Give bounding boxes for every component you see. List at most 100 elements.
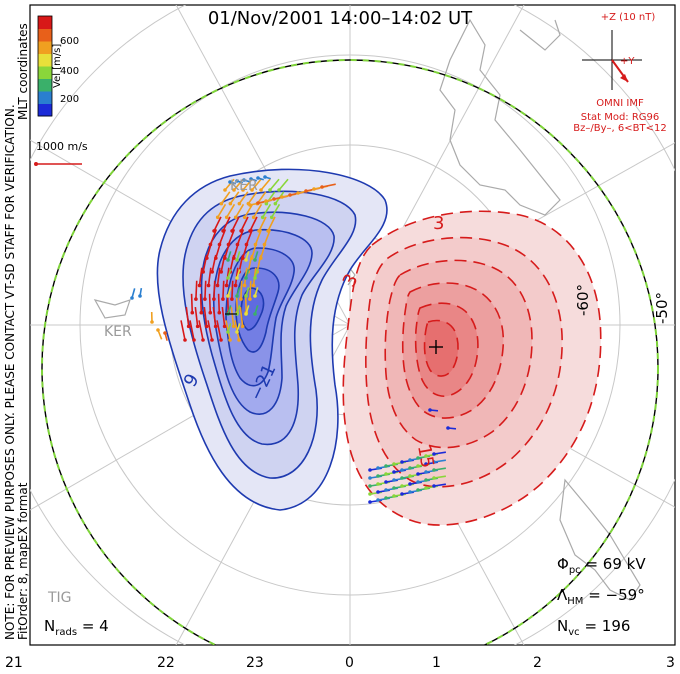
- velocity-vector-origin: [248, 297, 252, 301]
- mlt-label-22: 22: [157, 655, 175, 671]
- velocity-vector-origin: [201, 338, 205, 342]
- mlt-label-1: 1: [432, 655, 441, 671]
- velocity-vector-origin: [248, 203, 252, 207]
- velocity-vector: [251, 178, 262, 191]
- velocity-vector: [190, 293, 194, 313]
- velocity-vector-origin: [217, 242, 222, 247]
- velocity-vector-origin: [259, 256, 263, 260]
- positive-cell: [342, 210, 602, 526]
- velocity-vector-origin: [150, 320, 154, 324]
- coordinate-system-note: MLT coordinates: [16, 23, 30, 120]
- velocity-vector: [267, 216, 276, 232]
- velocity-vector-origin: [241, 188, 245, 192]
- velocity-vector-origin: [230, 229, 234, 233]
- cross-polar-potential: Φpc = 69 kV: [557, 555, 646, 576]
- velocity-vector-origin: [288, 193, 292, 197]
- velocity-vector-origin: [208, 310, 213, 315]
- velocity-legend-swatch: [38, 78, 52, 92]
- velocity-vector-origin: [384, 464, 388, 468]
- velocity-vector: [433, 451, 446, 455]
- velocity-vector-origin: [277, 188, 281, 192]
- velocity-vector-origin: [432, 452, 436, 456]
- velocity-vector-origin: [259, 188, 263, 192]
- velocity-vector-origin: [232, 256, 236, 260]
- velocity-vector-origin: [228, 338, 232, 342]
- velocity-vector-origin: [215, 215, 220, 220]
- velocity-vector: [213, 216, 222, 232]
- velocity-vector-origin: [244, 242, 249, 247]
- velocity-vector: [321, 183, 336, 188]
- velocity-vector: [258, 216, 267, 232]
- velocity-vector: [198, 320, 204, 341]
- velocity-vector-origin: [304, 189, 308, 193]
- station-ker-b: KER: [104, 324, 132, 340]
- velocity-vector: [207, 320, 213, 341]
- velocity-vector-origin: [223, 256, 227, 260]
- velocity-vector-origin: [253, 258, 257, 262]
- velocity-vector-origin: [251, 283, 256, 288]
- velocity-vector-origin: [446, 426, 450, 430]
- velocity-vector-origin: [212, 229, 216, 233]
- velocity-vector-origin: [230, 297, 234, 301]
- velocity-vector-origin: [260, 215, 265, 220]
- velocity-vector-origin: [264, 201, 269, 206]
- velocity-vector: [212, 306, 217, 327]
- velocity-vector-origin: [400, 460, 404, 464]
- velocity-vector-origin: [257, 229, 261, 233]
- velocity-vector-origin: [272, 197, 276, 201]
- velocity-color-legend: [37, 15, 53, 117]
- velocity-legend-swatch: [38, 103, 52, 117]
- velocity-vector-origin: [235, 276, 239, 280]
- station-ker-a: KER: [230, 178, 258, 194]
- velocity-vector-origin: [296, 191, 300, 195]
- velocity-vector-origin: [273, 201, 278, 206]
- velocity-vector: [217, 203, 227, 218]
- velocity-vector-origin: [212, 297, 216, 301]
- velocity-vector-origin: [235, 330, 239, 334]
- velocity-vector-origin: [376, 498, 380, 502]
- hm-boundary: [41, 59, 659, 645]
- velocity-vector-origin: [384, 496, 388, 500]
- velocity-vector-origin: [237, 201, 242, 206]
- velocity-vector-origin: [240, 324, 245, 329]
- velocity-vector-origin: [156, 328, 160, 332]
- velocity-vector-origin: [368, 468, 372, 472]
- velocity-vector-origin: [219, 338, 223, 342]
- velocity-vector: [249, 280, 252, 300]
- velocity-vector: [217, 293, 221, 313]
- velocity-legend-swatch: [38, 28, 52, 42]
- velocity-vector-origin: [235, 242, 240, 247]
- velocity-legend-swatch: [38, 16, 52, 29]
- velocity-tick-600: 600: [60, 36, 80, 47]
- velocity-vector-origin: [368, 476, 372, 480]
- velocity-vector: [203, 306, 208, 327]
- vector-count: Nvc = 196: [557, 617, 631, 638]
- velocity-vector-origin: [226, 330, 230, 334]
- map-title: 01/Nov/2001 14:00–14:02 UT: [207, 8, 473, 29]
- velocity-vector-origin: [205, 256, 209, 260]
- velocity-vector-origin: [242, 178, 246, 182]
- velocity-vector: [207, 267, 212, 286]
- velocity-vector-origin: [280, 195, 284, 199]
- velocity-vector: [195, 280, 198, 300]
- velocity-vector-origin: [224, 283, 229, 288]
- velocity-vector-origin: [384, 480, 388, 484]
- velocity-vector: [238, 191, 249, 205]
- velocity-vector-origin: [219, 270, 223, 274]
- velocity-vector-origin: [242, 215, 247, 220]
- velocity-vector-origin: [432, 468, 436, 472]
- velocity-vector-origin: [228, 180, 232, 184]
- velocity-vector: [240, 280, 243, 300]
- velocity-vector-origin: [253, 242, 258, 247]
- velocity-vector-origin: [432, 476, 436, 480]
- velocity-vector-origin: [384, 488, 388, 492]
- velocity-vector-origin: [223, 188, 227, 192]
- velocity-vector-origin: [249, 177, 253, 181]
- velocity-vector-origin: [241, 256, 245, 260]
- velocity-vector: [239, 306, 244, 327]
- velocity-vector-origin: [424, 454, 428, 458]
- velocity-vector-origin: [376, 482, 380, 486]
- velocity-vector: [253, 203, 263, 218]
- imf-source: OMNI IMF: [596, 98, 644, 109]
- velocity-vector-origin: [424, 478, 428, 482]
